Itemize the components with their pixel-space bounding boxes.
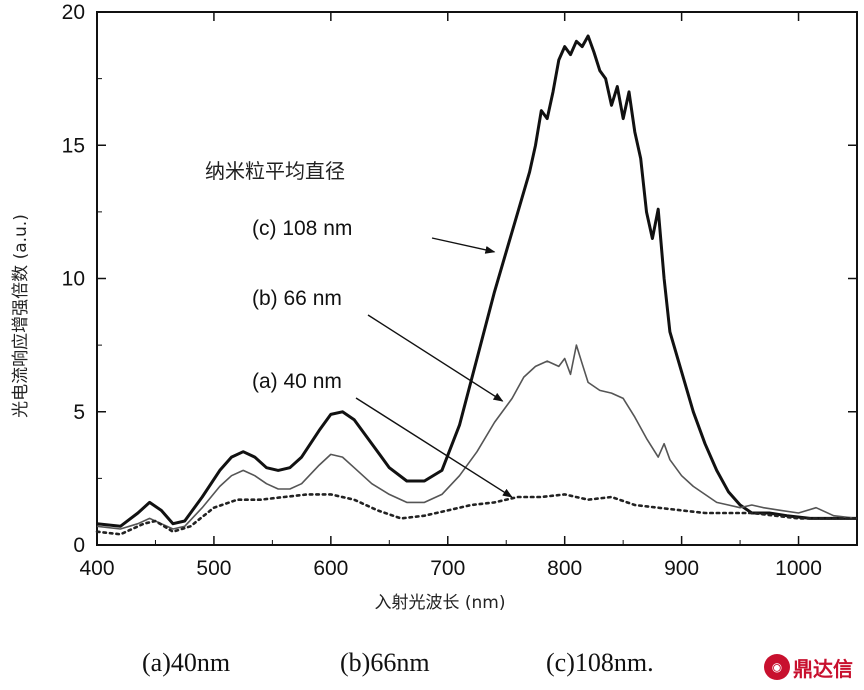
- series-b-66nm-line: [96, 344, 858, 530]
- label-series-a: (a) 40 nm: [252, 370, 342, 393]
- x-axis-label: 入射光波长 (nm): [374, 593, 505, 613]
- x-tick-label: 800: [547, 557, 582, 580]
- x-tick-label: 500: [196, 557, 231, 580]
- caption-c: (c)108nm.: [546, 648, 654, 677]
- series-c-108nm-line: [96, 34, 857, 528]
- y-tick-label: 20: [62, 1, 85, 24]
- watermark-text: 鼎达信: [793, 656, 853, 681]
- figure-caption: (a)40nm (b)66nm (c)108nm.: [0, 648, 864, 684]
- caption-a: (a)40nm: [142, 648, 231, 677]
- x-tick-label: 1000: [775, 557, 822, 580]
- plot-frame: [96, 11, 858, 546]
- y-tick-label: 0: [73, 534, 85, 557]
- y-tick-label: 10: [62, 268, 85, 291]
- y-tick-label: 5: [73, 401, 85, 424]
- caption-b: (b)66nm: [340, 648, 430, 677]
- watermark: ◉ 鼎达信: [764, 652, 853, 682]
- annotation-arrows: [355, 237, 513, 498]
- legend-title: 纳米粒平均直径: [205, 159, 345, 183]
- watermark-logo-icon: ◉: [764, 654, 790, 680]
- photocurrent-enhancement-chart: 400 500 600 700 800 900 1000 0 5 10 15 20 纳米粒平均直径 (…: [11, 1, 859, 613]
- arrow-to-series-b: [367, 314, 504, 402]
- label-series-c: (c) 108 nm: [252, 217, 352, 240]
- plot-border: [96, 11, 858, 546]
- y-axis-label: 光电流响应增强倍数 (a.u.): [11, 214, 31, 418]
- x-tick-label: 600: [313, 557, 348, 580]
- x-tick-label: 400: [79, 557, 114, 580]
- axis-ticks: 400 500 600 700 800 900 1000 0 5 10 15 20: [62, 1, 857, 580]
- label-series-b: (b) 66 nm: [252, 287, 342, 310]
- x-tick-label: 900: [664, 557, 699, 580]
- annotations: 纳米粒平均直径 (c) 108 nm (b) 66 nm (a) 40 nm: [205, 159, 513, 498]
- arrow-to-series-c: [431, 237, 496, 254]
- arrow-to-series-a: [355, 397, 513, 498]
- series-a-40nm-line: [95, 493, 859, 536]
- y-tick-label: 15: [62, 134, 85, 157]
- series-layer: [95, 34, 859, 536]
- x-tick-label: 700: [430, 557, 465, 580]
